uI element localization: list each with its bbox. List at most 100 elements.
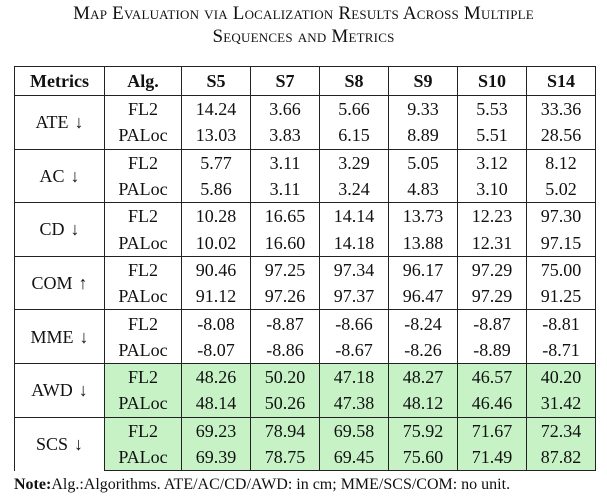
- down-arrow-icon: ↓: [74, 434, 84, 455]
- value-cell: 97.29: [457, 255, 527, 284]
- algorithm-cell: FL2: [104, 309, 182, 337]
- value-cell: -8.89: [457, 336, 527, 364]
- value-cell: 91.25: [526, 283, 596, 311]
- metric-group-scs: SCS ↓ FL2 69.23 78.94 69.58 75.92 71.67 72.34 PAL…: [14, 416, 596, 472]
- value-cell: 97.37: [319, 283, 389, 311]
- value-cell: 31.42: [526, 390, 596, 418]
- value-cell: 14.18: [319, 229, 389, 257]
- metric-cell: CD ↓: [14, 202, 105, 257]
- value-cell: -8.08: [181, 309, 251, 337]
- down-arrow-icon: ↓: [70, 165, 80, 186]
- algorithm-cell: FL2: [104, 416, 182, 444]
- value-cell: 3.66: [250, 95, 320, 123]
- metric-group-awd: AWD ↓ FL2 48.26 50.20 47.18 48.27 46.57 40.20 PAL…: [14, 362, 596, 418]
- metric-name: AWD: [31, 380, 73, 401]
- algorithm-cell: FL2: [104, 362, 182, 391]
- value-cell: 96.17: [388, 255, 458, 284]
- value-cell: 97.34: [319, 255, 389, 284]
- metric-group-cd: CD ↓ FL2 10.28 16.65 14.14 13.73 12.23 97.30 PALo…: [14, 202, 596, 257]
- metric-group-mme: MME ↓ FL2 -8.08 -8.87 -8.66 -8.24 -8.87 -8.81 PAL…: [14, 309, 596, 364]
- header-cell: S14: [526, 66, 596, 96]
- value-cell: 8.89: [388, 122, 458, 150]
- table-row: PALoc 5.86 3.11 3.24 4.83 3.10 5.02: [15, 175, 596, 204]
- value-cell: 78.75: [250, 443, 320, 472]
- metric-cell: AWD ↓: [14, 362, 105, 418]
- metric-cell: MME ↓: [14, 309, 105, 364]
- value-cell: 46.57: [457, 362, 527, 391]
- value-cell: 5.51: [457, 122, 527, 150]
- algorithm-cell: PALoc: [104, 175, 182, 204]
- value-cell: 97.25: [250, 255, 320, 284]
- table-header: Metrics Alg. S5 S7 S8 S9 S10 S14: [14, 66, 596, 96]
- header-cell: S10: [457, 66, 527, 96]
- up-arrow-icon: ↑: [78, 273, 88, 294]
- value-cell: 16.60: [250, 229, 320, 257]
- value-cell: 10.28: [181, 202, 251, 230]
- header-cell: S9: [388, 66, 458, 96]
- metric-cell: COM ↑: [14, 255, 105, 310]
- value-cell: -8.07: [181, 336, 251, 364]
- value-cell: 5.66: [319, 95, 389, 123]
- value-cell: 69.58: [319, 416, 389, 444]
- value-cell: 47.38: [319, 390, 389, 418]
- metric-group-com: COM ↑ FL2 90.46 97.25 97.34 96.17 97.29 75.00 PAL…: [14, 255, 596, 311]
- algorithm-cell: PALoc: [104, 229, 182, 257]
- algorithm-cell: PALoc: [104, 390, 182, 418]
- value-cell: 75.60: [388, 443, 458, 472]
- metric-group-ac: AC ↓ FL2 5.77 3.11 3.29 5.05 3.12 8.12 PALoc 5.86 3…: [14, 148, 596, 204]
- value-cell: 10.02: [181, 229, 251, 257]
- value-cell: 91.12: [181, 283, 251, 311]
- value-cell: 13.73: [388, 202, 458, 230]
- header-cell: Metrics: [14, 66, 105, 96]
- value-cell: 71.67: [457, 416, 527, 444]
- value-cell: -8.71: [526, 336, 596, 364]
- value-cell: 97.15: [526, 229, 596, 257]
- note-label: Note:: [14, 476, 52, 493]
- metric-cell: ATE ↓: [14, 95, 105, 150]
- algorithm-cell: FL2: [104, 202, 182, 230]
- table-row: PALoc -8.07 -8.86 -8.67 -8.26 -8.89 -8.71: [15, 336, 596, 364]
- metric-name: ATE: [35, 112, 69, 133]
- value-cell: 69.23: [181, 416, 251, 444]
- value-cell: 47.18: [319, 362, 389, 391]
- value-cell: 3.12: [457, 148, 527, 176]
- value-cell: 48.12: [388, 390, 458, 418]
- algorithm-cell: FL2: [104, 95, 182, 123]
- value-cell: 97.26: [250, 283, 320, 311]
- table-caption: Map Evaluation via Localization Results …: [0, 2, 607, 48]
- algorithm-cell: PALoc: [104, 336, 182, 364]
- table-row: SCS ↓ FL2 69.23 78.94 69.58 75.92 71.67 72.34: [14, 416, 596, 471]
- value-cell: 16.65: [250, 202, 320, 230]
- results-table: Metrics Alg. S5 S7 S8 S9 S10 S14 ATE ↓ FL2 14.24 3.…: [14, 66, 596, 472]
- metric-group-ate: ATE ↓ FL2 14.24 3.66 5.66 9.33 5.53 33.36 PALoc 13…: [14, 95, 596, 150]
- value-cell: 48.27: [388, 362, 458, 391]
- value-cell: 46.46: [457, 390, 527, 418]
- value-cell: -8.81: [526, 309, 596, 337]
- table-row: PALoc 13.03 3.83 6.15 8.89 5.51 28.56: [15, 122, 596, 150]
- value-cell: 5.53: [457, 95, 527, 123]
- value-cell: 48.14: [181, 390, 251, 418]
- value-cell: 75.92: [388, 416, 458, 444]
- algorithm-cell: PALoc: [104, 283, 182, 311]
- value-cell: 9.33: [388, 95, 458, 123]
- header-cell: S5: [181, 66, 251, 96]
- value-cell: 8.12: [526, 148, 596, 176]
- value-cell: 12.31: [457, 229, 527, 257]
- value-cell: 97.30: [526, 202, 596, 230]
- down-arrow-icon: ↓: [79, 326, 89, 347]
- metric-name: AC: [39, 165, 65, 186]
- table-row: ATE ↓ FL2 14.24 3.66 5.66 9.33 5.53 33.36: [14, 95, 596, 150]
- value-cell: 3.83: [250, 122, 320, 150]
- metric-cell: AC ↓: [14, 148, 105, 203]
- value-cell: 78.94: [250, 416, 320, 444]
- value-cell: 90.46: [181, 255, 251, 284]
- metric-name: SCS: [35, 434, 69, 455]
- header-cell: S8: [319, 66, 389, 96]
- value-cell: 5.05: [388, 148, 458, 176]
- table-row: AWD ↓ FL2 48.26 50.20 47.18 48.27 46.57 40.20: [14, 362, 596, 418]
- value-cell: -8.66: [319, 309, 389, 337]
- table-row: PALoc 69.39 78.75 69.45 75.60 71.49 87.82: [15, 443, 596, 472]
- table-row: AC ↓ FL2 5.77 3.11 3.29 5.05 3.12 8.12: [14, 148, 596, 203]
- table-row: COM ↑ FL2 90.46 97.25 97.34 96.17 97.29 75.00: [14, 255, 596, 310]
- value-cell: -8.87: [457, 309, 527, 337]
